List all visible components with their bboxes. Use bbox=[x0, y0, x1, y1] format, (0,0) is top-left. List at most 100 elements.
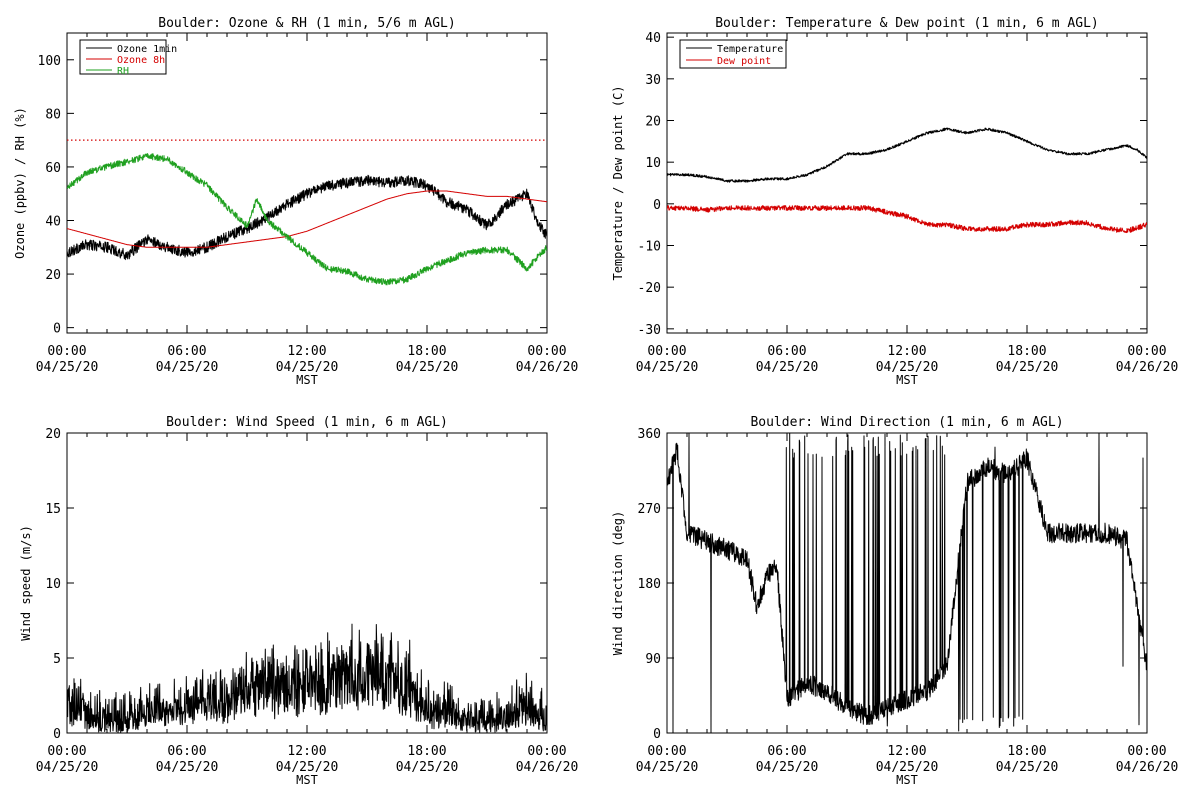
y-axis: 0 20 40 60 80 100 bbox=[38, 54, 547, 337]
chart-title: Boulder: Ozone & RH (1 min, 5/6 m AGL) bbox=[158, 16, 455, 31]
legend-entry: RH bbox=[117, 66, 129, 77]
y-tick-label: 0 bbox=[653, 727, 661, 742]
series-line-dew-point bbox=[667, 205, 1147, 234]
x-tick-label: 00:00 bbox=[47, 744, 86, 759]
y-tick-label: 30 bbox=[645, 73, 661, 88]
y-tick-label: 0 bbox=[53, 322, 61, 337]
x-tick-date-label: 04/25/20 bbox=[756, 760, 819, 775]
y-axis: 0 90 180 270 360 bbox=[638, 427, 1147, 742]
legend-entry: Temperature bbox=[717, 44, 783, 55]
plot-frame bbox=[666, 32, 1148, 334]
y-tick-label: 60 bbox=[45, 161, 61, 176]
x-tick-label: 06:00 bbox=[167, 344, 206, 359]
series-layer bbox=[67, 623, 547, 733]
y-tick-label: 20 bbox=[45, 268, 61, 283]
x-tick-label: 00:00 bbox=[527, 344, 566, 359]
x-tick-date-label: 04/25/20 bbox=[276, 760, 339, 775]
x-tick-date-label: 04/25/20 bbox=[276, 360, 339, 375]
legend-box bbox=[679, 39, 787, 69]
y-tick-label: 15 bbox=[45, 502, 61, 517]
x-tick-label: 06:00 bbox=[767, 344, 806, 359]
x-tick-date-label: 04/25/20 bbox=[156, 360, 219, 375]
series-line-rh bbox=[67, 153, 547, 286]
y-tick-label: 0 bbox=[653, 198, 661, 213]
x-tick-label: 00:00 bbox=[1127, 744, 1166, 759]
y-tick-label: 20 bbox=[645, 115, 661, 130]
series-layer bbox=[67, 139, 547, 286]
y-tick-label: 10 bbox=[45, 577, 61, 592]
x-tick-label: 00:00 bbox=[527, 744, 566, 759]
y-axis: 0 5 10 15 20 bbox=[45, 427, 547, 742]
x-axis: 00:0004/25/2006:0004/25/2012:0004/25/201… bbox=[36, 33, 579, 375]
x-tick-label: 00:00 bbox=[647, 344, 686, 359]
y-tick-label: 100 bbox=[38, 54, 61, 69]
x-axis: 00:0004/25/2006:0004/25/2012:0004/25/201… bbox=[636, 433, 1178, 775]
legend: Temperature Dew point bbox=[679, 39, 787, 69]
temperature-dewpoint-chart: Boulder: Temperature & Dew point (1 min,… bbox=[611, 16, 1178, 387]
wind-speed-chart: Boulder: Wind Speed (1 min, 6 m AGL) 0 5 1… bbox=[19, 415, 578, 787]
y-tick-label: 360 bbox=[638, 427, 661, 442]
x-tick-date-label: 04/26/20 bbox=[1116, 360, 1179, 375]
y-tick-label: 270 bbox=[638, 502, 661, 517]
legend-box bbox=[79, 39, 167, 75]
x-tick-date-label: 04/25/20 bbox=[756, 360, 819, 375]
x-tick-label: 12:00 bbox=[287, 344, 326, 359]
y-tick-label: -20 bbox=[638, 281, 661, 296]
x-tick-date-label: 04/25/20 bbox=[36, 760, 99, 775]
legend-entry: Ozone 1min bbox=[117, 44, 177, 55]
x-tick-label: 12:00 bbox=[887, 344, 926, 359]
x-tick-date-label: 04/25/20 bbox=[396, 760, 459, 775]
x-axis-label: MST bbox=[296, 773, 318, 787]
series-line-ozone-1min bbox=[67, 174, 547, 261]
y-tick-label: 40 bbox=[45, 215, 61, 230]
x-tick-date-label: 04/26/20 bbox=[516, 360, 579, 375]
x-tick-date-label: 04/26/20 bbox=[516, 760, 579, 775]
y-tick-label: -30 bbox=[638, 323, 661, 338]
x-tick-date-label: 04/25/20 bbox=[876, 360, 939, 375]
x-tick-date-label: 04/25/20 bbox=[636, 760, 699, 775]
x-tick-label: 18:00 bbox=[407, 744, 446, 759]
y-tick-label: 80 bbox=[45, 107, 61, 122]
x-axis: 00:0004/25/2006:0004/25/2012:0004/25/201… bbox=[636, 33, 1179, 375]
y-tick-label: 0 bbox=[53, 727, 61, 742]
x-tick-date-label: 04/25/20 bbox=[636, 360, 699, 375]
legend-entry: Ozone 8h bbox=[117, 55, 165, 66]
x-tick-label: 18:00 bbox=[407, 344, 446, 359]
y-axis: -30 -20 -10 0 10 20 30 40 bbox=[638, 31, 1147, 338]
x-tick-label: 06:00 bbox=[167, 744, 206, 759]
x-tick-label: 18:00 bbox=[1007, 744, 1046, 759]
y-axis-label: Temperature / Dew point (C) bbox=[611, 85, 625, 280]
x-axis-label: MST bbox=[896, 773, 918, 787]
chart-title: Boulder: Temperature & Dew point (1 min,… bbox=[715, 16, 1099, 31]
y-tick-label: 5 bbox=[53, 652, 61, 667]
x-tick-label: 18:00 bbox=[1007, 344, 1046, 359]
x-tick-date-label: 04/25/20 bbox=[156, 760, 219, 775]
y-tick-label: 90 bbox=[645, 652, 661, 667]
chart-title: Boulder: Wind Speed (1 min, 6 m AGL) bbox=[166, 415, 448, 430]
x-tick-label: 12:00 bbox=[287, 744, 326, 759]
x-tick-date-label: 04/25/20 bbox=[996, 760, 1059, 775]
y-tick-label: -10 bbox=[638, 240, 661, 255]
y-tick-label: 40 bbox=[645, 31, 661, 46]
y-tick-label: 20 bbox=[45, 427, 61, 442]
series-line-ozone-8h bbox=[67, 190, 547, 248]
chart-title: Boulder: Wind Direction (1 min, 6 m AGL) bbox=[750, 415, 1063, 430]
y-axis-label: Ozone (ppbv) / RH (%) bbox=[13, 107, 27, 259]
x-tick-date-label: 04/25/20 bbox=[876, 760, 939, 775]
x-tick-label: 00:00 bbox=[47, 344, 86, 359]
x-tick-label: 00:00 bbox=[647, 744, 686, 759]
x-tick-label: 00:00 bbox=[1127, 344, 1166, 359]
x-axis-label: MST bbox=[296, 373, 318, 387]
y-tick-label: 180 bbox=[638, 577, 661, 592]
y-tick-label: 10 bbox=[645, 156, 661, 171]
wind-direction-chart: Boulder: Wind Direction (1 min, 6 m AGL)… bbox=[611, 415, 1178, 787]
series-line-main bbox=[667, 433, 1147, 733]
plot-frame bbox=[66, 32, 548, 334]
y-axis-label: Wind speed (m/s) bbox=[19, 525, 33, 641]
legend-entry: Dew point bbox=[717, 56, 771, 67]
x-axis: 00:0004/25/2006:0004/25/2012:0004/25/201… bbox=[36, 433, 579, 775]
x-tick-label: 06:00 bbox=[767, 744, 806, 759]
series-line-temperature bbox=[667, 127, 1147, 183]
ozone-rh-chart: Boulder: Ozone & RH (1 min, 5/6 m AGL) 0… bbox=[13, 16, 578, 387]
